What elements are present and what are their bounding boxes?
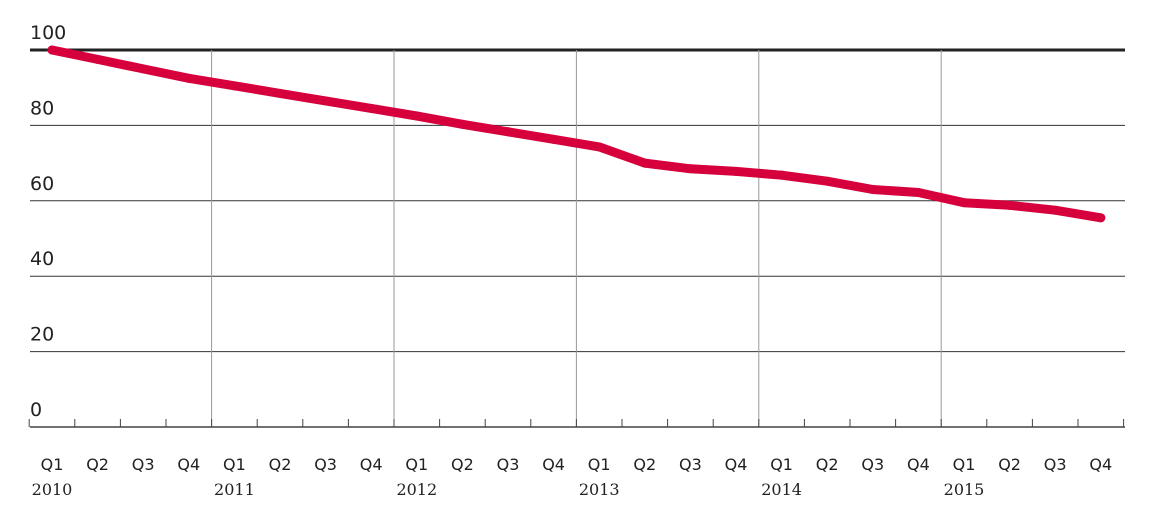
data-point-22 xyxy=(1005,200,1015,210)
x-quarter-label-19: Q3 xyxy=(861,455,884,474)
y-tick-label-20: 20 xyxy=(30,324,54,346)
x-quarter-label-2: Q2 xyxy=(86,455,109,474)
data-point-11 xyxy=(503,127,513,137)
x-quarter-label-15: Q3 xyxy=(679,455,702,474)
y-tick-label-100: 100 xyxy=(30,22,66,44)
data-point-10 xyxy=(457,119,467,129)
data-point-1 xyxy=(47,45,57,55)
data-point-2 xyxy=(93,54,103,64)
y-tick-label-80: 80 xyxy=(30,97,54,119)
x-quarter-label-5: Q1 xyxy=(223,455,246,474)
x-quarter-label-10: Q2 xyxy=(451,455,474,474)
data-point-5 xyxy=(229,81,239,91)
y-tick-label-60: 60 xyxy=(30,173,54,195)
data-point-15 xyxy=(685,164,695,174)
data-point-18 xyxy=(822,176,832,186)
data-point-4 xyxy=(184,73,194,83)
series-line-1 xyxy=(47,45,1106,223)
x-quarter-label-8: Q4 xyxy=(360,455,383,474)
data-point-14 xyxy=(640,158,650,168)
data-point-12 xyxy=(549,134,559,144)
x-year-label-2011: 2011 xyxy=(214,480,255,499)
data-point-17 xyxy=(777,170,787,180)
x-year-label-2014: 2014 xyxy=(761,480,802,499)
x-quarter-label-21: Q1 xyxy=(953,455,976,474)
x-axis-labels: Q1 Q2 Q3 Q4 Q1 Q2 Q3 Q4 Q1 Q2 Q3 Q4 Q1 Q2 Q3 Q4 Q1 Q2 Q3 Q4… xyxy=(32,455,1113,499)
x-quarter-label-16: Q4 xyxy=(725,455,748,474)
x-axis xyxy=(28,419,1125,428)
x-quarter-label-12: Q4 xyxy=(542,455,565,474)
x-quarter-label-4: Q4 xyxy=(177,455,200,474)
x-quarter-label-6: Q2 xyxy=(269,455,292,474)
vertical-gridlines xyxy=(211,50,942,427)
y-tick-label-0: 0 xyxy=(30,399,42,421)
x-quarter-label-17: Q1 xyxy=(770,455,793,474)
data-point-3 xyxy=(138,64,148,74)
data-point-24 xyxy=(1096,213,1106,223)
x-quarter-label-1: Q1 xyxy=(41,455,64,474)
data-point-20 xyxy=(913,188,923,198)
horizontal-gridlines xyxy=(30,48,1125,353)
x-quarter-label-14: Q2 xyxy=(633,455,656,474)
x-year-label-2010: 2010 xyxy=(32,480,73,499)
x-quarter-label-20: Q4 xyxy=(907,455,930,474)
x-year-label-2013: 2013 xyxy=(579,480,620,499)
data-point-19 xyxy=(868,184,878,194)
data-point-16 xyxy=(731,166,741,176)
x-quarter-label-24: Q4 xyxy=(1089,455,1112,474)
x-quarter-label-9: Q1 xyxy=(405,455,428,474)
y-tick-label-40: 40 xyxy=(30,248,54,270)
data-point-23 xyxy=(1050,205,1060,215)
data-point-21 xyxy=(959,198,969,208)
x-year-label-2012: 2012 xyxy=(396,480,437,499)
data-point-13 xyxy=(594,142,604,152)
x-quarter-label-7: Q3 xyxy=(314,455,337,474)
data-point-9 xyxy=(412,111,422,121)
data-point-8 xyxy=(366,103,376,113)
x-quarter-label-11: Q3 xyxy=(497,455,520,474)
x-year-label-2015: 2015 xyxy=(944,480,985,499)
data-point-6 xyxy=(275,88,285,98)
x-quarter-label-13: Q1 xyxy=(588,455,611,474)
x-quarter-label-23: Q3 xyxy=(1044,455,1067,474)
x-quarter-label-3: Q3 xyxy=(132,455,155,474)
series-group xyxy=(47,45,1106,223)
y-axis-labels: 0 20 40 60 80 100 xyxy=(30,22,66,421)
x-quarter-label-22: Q2 xyxy=(998,455,1021,474)
x-quarter-label-18: Q2 xyxy=(816,455,839,474)
data-point-7 xyxy=(321,96,331,106)
